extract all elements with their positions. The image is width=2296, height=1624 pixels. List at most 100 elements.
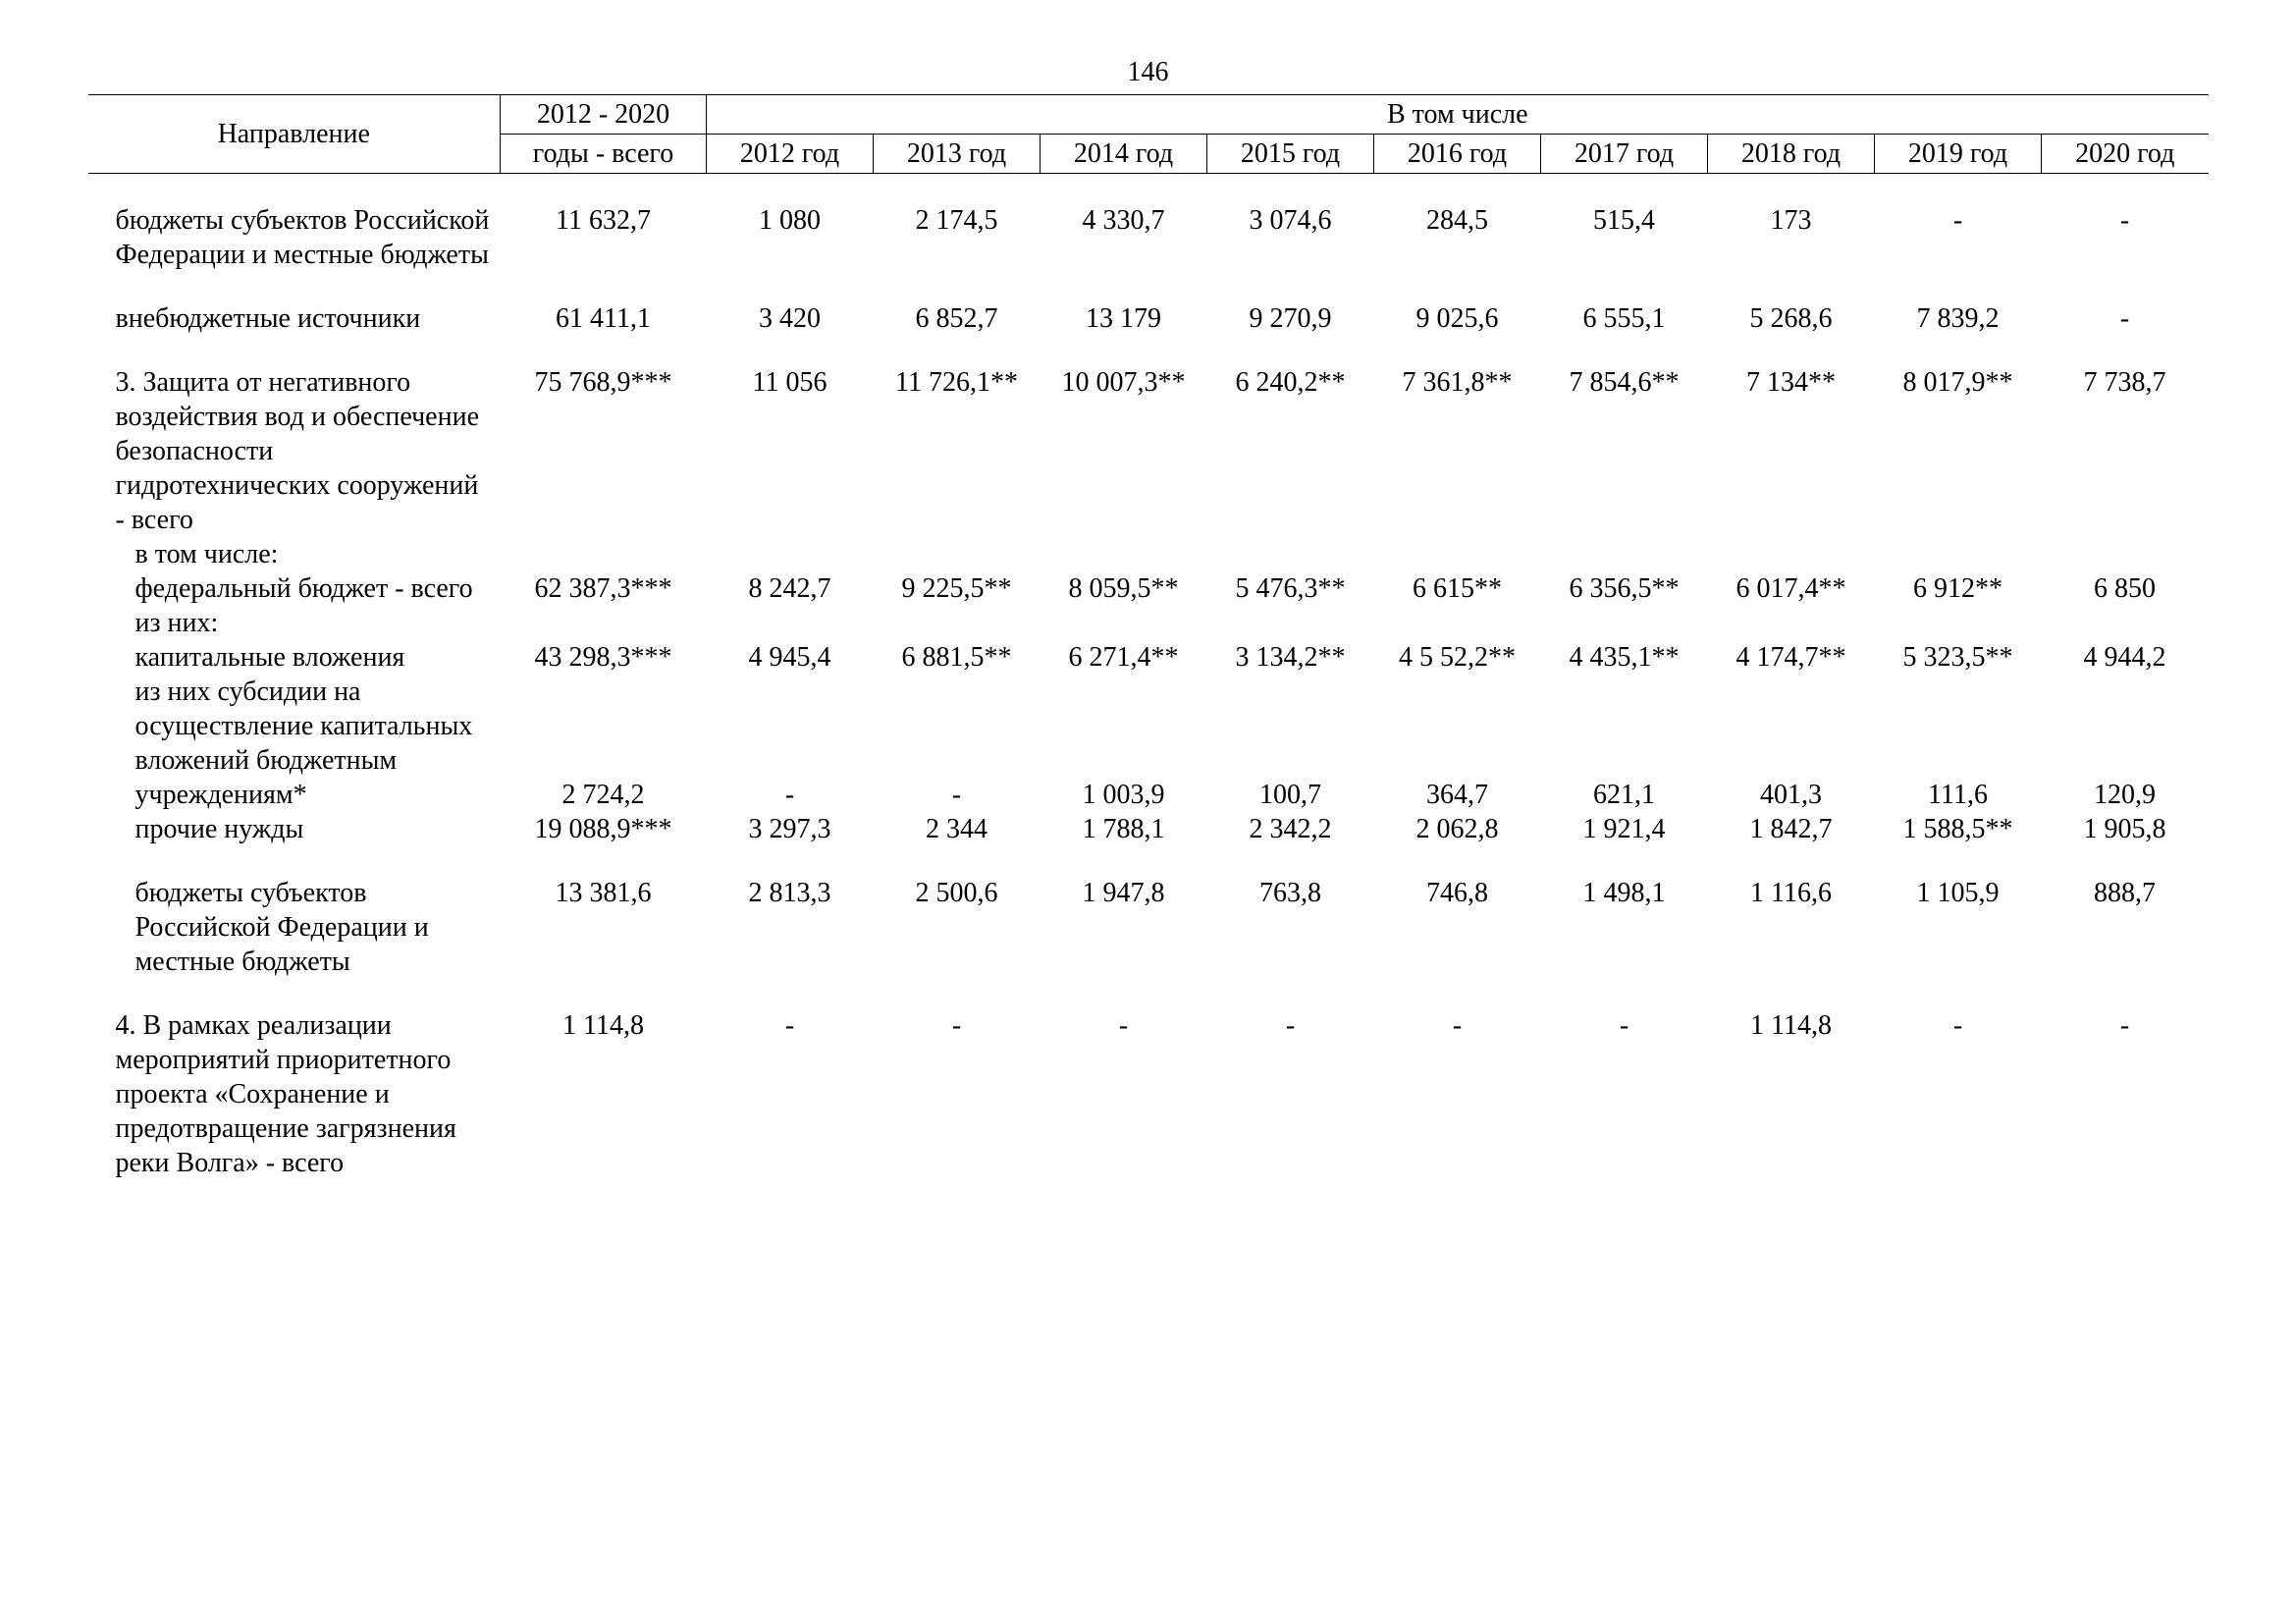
row-label: учреждениям* (88, 778, 501, 812)
cell-value: 2 174,5 (874, 203, 1041, 272)
cell-value: 1 003,9 (1041, 778, 1207, 812)
cell-value: - (1041, 1008, 1207, 1180)
cell-value: 8 017,9** (1875, 365, 2042, 537)
cell-value: 4 330,7 (1041, 203, 1207, 272)
col-header-year: 2019 год (1875, 135, 2042, 174)
cell-value: 11 632,7 (501, 203, 707, 272)
cell-value (1207, 606, 1374, 640)
table-row: бюджеты субъектов Российской Федерации и… (88, 203, 2209, 272)
cell-value: 763,8 (1207, 876, 1374, 979)
cell-value: 2 500,6 (874, 876, 1041, 979)
cell-value (707, 537, 874, 571)
cell-value (1041, 675, 1207, 778)
cell-value: 1 116,6 (1708, 876, 1875, 979)
cell-value (1541, 675, 1708, 778)
cell-value: - (1374, 1008, 1541, 1180)
cell-value: 6 852,7 (874, 301, 1041, 336)
spacer (88, 846, 2209, 876)
cell-value: 2 724,2 (501, 778, 707, 812)
cell-value: 1 905,8 (2042, 812, 2209, 846)
cell-value: 43 298,3*** (501, 640, 707, 675)
cell-value: 1 921,4 (1541, 812, 1708, 846)
cell-value (874, 675, 1041, 778)
spacer (88, 336, 2209, 365)
cell-value: 61 411,1 (501, 301, 707, 336)
cell-value: 6 271,4** (1041, 640, 1207, 675)
cell-value: 284,5 (1374, 203, 1541, 272)
cell-value: - (874, 778, 1041, 812)
cell-value (874, 537, 1041, 571)
cell-value: - (874, 1008, 1041, 1180)
row-label: в том числе: (88, 537, 501, 571)
cell-value: 9 270,9 (1207, 301, 1374, 336)
col-header-year: 2020 год (2042, 135, 2209, 174)
cell-value: - (2042, 203, 2209, 272)
cell-value: 5 476,3** (1207, 571, 1374, 606)
cell-value: 6 017,4** (1708, 571, 1875, 606)
cell-value: 2 813,3 (707, 876, 874, 979)
col-header-total-line1: 2012 - 2020 (501, 95, 707, 135)
cell-value: 6 240,2** (1207, 365, 1374, 537)
cell-value (1875, 537, 2042, 571)
cell-value: 9 225,5** (874, 571, 1041, 606)
cell-value: 100,7 (1207, 778, 1374, 812)
cell-value: 62 387,3*** (501, 571, 707, 606)
cell-value: 3 134,2** (1207, 640, 1374, 675)
table-row: из них: (88, 606, 2209, 640)
cell-value: - (1875, 203, 2042, 272)
cell-value: - (2042, 1008, 2209, 1180)
cell-value: 7 361,8** (1374, 365, 1541, 537)
table-row: федеральный бюджет - всего62 387,3***8 2… (88, 571, 2209, 606)
table-row: в том числе: (88, 537, 2209, 571)
cell-value (501, 606, 707, 640)
cell-value (1374, 675, 1541, 778)
cell-value (1041, 537, 1207, 571)
cell-value: 3 074,6 (1207, 203, 1374, 272)
cell-value: 1 080 (707, 203, 874, 272)
cell-value: 3 420 (707, 301, 874, 336)
cell-value: 13 179 (1041, 301, 1207, 336)
col-header-year: 2016 год (1374, 135, 1541, 174)
col-header-total-line2: годы - всего (501, 135, 707, 174)
table-row: 4. В рамках реализации мероприятий приор… (88, 1008, 2209, 1180)
row-label: бюджеты субъектов Российской Федерации и… (88, 876, 501, 979)
cell-value: 1 788,1 (1041, 812, 1207, 846)
cell-value (707, 606, 874, 640)
budget-table: Направление2012 - 2020В том числегоды - … (88, 94, 2209, 1180)
spacer (88, 272, 2209, 301)
cell-value: 1 114,8 (501, 1008, 707, 1180)
col-header-year: 2017 год (1541, 135, 1708, 174)
cell-value: 6 555,1 (1541, 301, 1708, 336)
cell-value: 401,3 (1708, 778, 1875, 812)
cell-value: 8 059,5** (1041, 571, 1207, 606)
page-number: 146 (0, 57, 2296, 88)
cell-value: 5 323,5** (1875, 640, 2042, 675)
cell-value: 7 134** (1708, 365, 1875, 537)
cell-value (874, 606, 1041, 640)
cell-value: 5 268,6 (1708, 301, 1875, 336)
cell-value: 9 025,6 (1374, 301, 1541, 336)
table-row: бюджеты субъектов Российской Федерации и… (88, 876, 2209, 979)
cell-value: 1 105,9 (1875, 876, 2042, 979)
cell-value: 120,9 (2042, 778, 2209, 812)
cell-value (501, 675, 707, 778)
col-header-year: 2015 год (1207, 135, 1374, 174)
col-header-direction: Направление (88, 95, 501, 174)
cell-value: 364,7 (1374, 778, 1541, 812)
row-label: внебюджетные источники (88, 301, 501, 336)
cell-value: 11 726,1** (874, 365, 1041, 537)
cell-value: 1 947,8 (1041, 876, 1207, 979)
cell-value (1041, 606, 1207, 640)
cell-value: 7 854,6** (1541, 365, 1708, 537)
row-label: из них: (88, 606, 501, 640)
cell-value: 1 498,1 (1541, 876, 1708, 979)
cell-value: 2 342,2 (1207, 812, 1374, 846)
cell-value (2042, 675, 2209, 778)
cell-value: 19 088,9*** (501, 812, 707, 846)
cell-value: 746,8 (1374, 876, 1541, 979)
cell-value: 4 174,7** (1708, 640, 1875, 675)
cell-value: 13 381,6 (501, 876, 707, 979)
row-label: из них субсидии на осуществление капитал… (88, 675, 501, 778)
cell-value (1207, 675, 1374, 778)
row-label: 3. Защита от негативного воздействия вод… (88, 365, 501, 537)
